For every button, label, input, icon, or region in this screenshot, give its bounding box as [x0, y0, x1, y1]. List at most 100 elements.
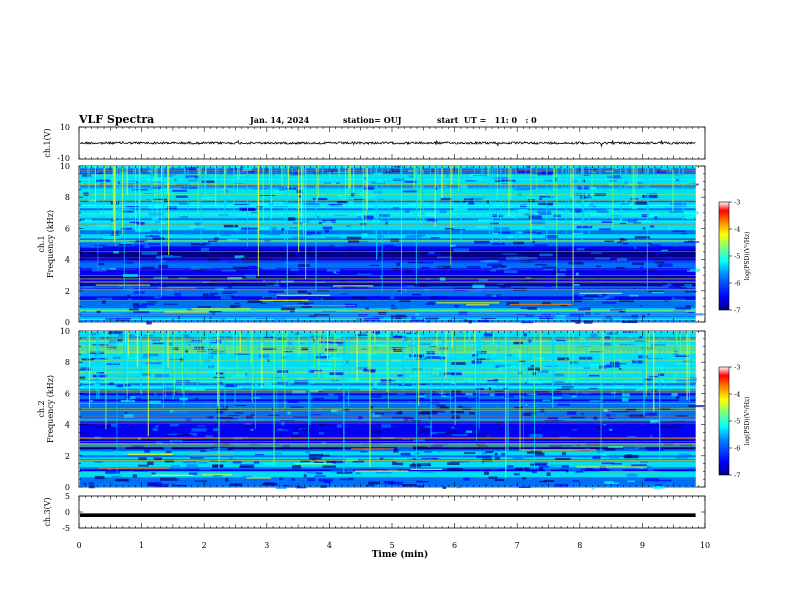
spectrogram-cell: [279, 477, 284, 481]
spectrogram-cell: [176, 295, 182, 298]
spectrogram-cell: [340, 293, 348, 295]
spectrogram-cell: [197, 425, 206, 427]
spectrogram-cell: [238, 466, 254, 468]
spectrogram-cell: [330, 452, 333, 455]
spectrogram-cell: [335, 363, 341, 366]
spectrogram-cell: [162, 285, 168, 289]
ch1-colorbar: [718, 201, 730, 311]
spectrogram-cell: [284, 391, 299, 393]
spectrogram-cell: [120, 227, 133, 230]
spectrogram-cell: [675, 178, 679, 181]
spectrogram-cell: [676, 287, 687, 289]
spectrogram-cell: [452, 397, 468, 400]
spectrogram-cell: [135, 206, 149, 208]
spectrogram-cell: [186, 308, 194, 312]
spectrogram-cell: [390, 238, 400, 242]
spectrogram-band: [80, 453, 696, 456]
spectrogram-cell: [281, 421, 285, 426]
spectrogram-cell: [333, 171, 348, 173]
spectrogram-cell: [301, 428, 312, 431]
spectrogram-streak: [315, 316, 368, 319]
spectrogram-cell: [656, 414, 665, 418]
spectrogram-cell: [353, 287, 369, 289]
station-label: station= OUJ: [343, 115, 402, 125]
spectrogram-cell: [347, 199, 361, 202]
spectrogram-cell: [416, 481, 429, 483]
spectrogram-cell: [262, 267, 277, 270]
spectrogram-band: [80, 439, 696, 442]
spectrogram-cell: [255, 288, 268, 291]
spectrogram-cell: [175, 183, 190, 186]
spectrogram-cell: [381, 424, 391, 428]
spectrogram-cell: [465, 392, 473, 396]
spectrogram-cell: [389, 412, 403, 415]
spectrogram-cell: [403, 419, 409, 422]
spectrogram-cell: [417, 283, 428, 287]
spectrogram-cell: [658, 313, 673, 316]
spectrogram-cell: [601, 462, 615, 465]
spectrogram-cell: [245, 423, 252, 425]
spectrogram-cell: [507, 235, 514, 239]
spectrogram-cell: [141, 373, 151, 377]
ch3-waveform-panel: 5 0 -5 ch.3(V): [43, 492, 706, 533]
spectrogram-cell: [318, 341, 331, 344]
spectrogram-cell: [144, 449, 151, 453]
spectrogram-cell: [317, 215, 320, 218]
spectrogram-cell: [129, 221, 138, 224]
spectrogram-cell: [659, 425, 671, 429]
spectrogram-cell: [192, 455, 205, 458]
spectrogram-cell: [148, 212, 165, 216]
spectrogram-cell: [241, 388, 251, 390]
spectrogram-cell: [244, 425, 261, 427]
spectrogram-cell: [191, 265, 205, 268]
spectrogram-streak: [410, 468, 443, 470]
spectrogram-cell: [392, 335, 406, 338]
spectrogram-cell: [522, 394, 529, 396]
spectrogram-cell: [234, 404, 247, 407]
spectrogram-cell: [314, 281, 326, 283]
spectrogram-cell: [94, 168, 98, 172]
spectrogram-cell: [375, 257, 387, 260]
spectrogram-cell: [230, 418, 239, 420]
spectrogram-cell: [308, 369, 314, 373]
spectrogram-cell: [374, 412, 391, 415]
spectrogram-cell: [407, 230, 413, 234]
spectrogram-cell: [548, 362, 562, 364]
spectrogram-cell: [398, 384, 413, 386]
spectrogram-cell: [212, 447, 228, 450]
spectrogram-cell: [410, 167, 413, 170]
spectrogram-cell: [290, 435, 304, 438]
spectrogram-cell: [215, 372, 224, 375]
spectrogram-cell: [147, 461, 154, 465]
spectrogram-cell: [686, 268, 700, 272]
spectrogram-cell: [549, 338, 555, 341]
spectrogram-cell: [488, 476, 498, 479]
spectrogram-streak: [573, 449, 591, 451]
spectrogram-cell: [530, 413, 545, 417]
spectrogram-band: [80, 405, 696, 408]
ch1-spectrogram-image: [80, 166, 703, 325]
spectrogram-cell: [453, 201, 467, 203]
spectrogram-cell: [287, 411, 291, 415]
spectrogram-band: [80, 469, 696, 472]
spectrogram-cell: [418, 430, 429, 433]
spectrogram-cell: [617, 241, 622, 244]
spectrogram-cell: [539, 196, 542, 201]
spectrogram-cell: [279, 454, 285, 457]
colorbar-tick-label: -4: [734, 226, 740, 234]
spectrogram-cell: [399, 307, 410, 309]
spectrogram-cell: [532, 357, 545, 360]
spectrogram-cell: [277, 338, 287, 340]
spectrogram-cell: [485, 294, 501, 296]
spectrogram-cell: [263, 462, 276, 466]
spectrogram-cell: [458, 311, 468, 316]
spectrogram-cell: [146, 321, 152, 325]
spectrogram-cell: [678, 394, 691, 397]
spectrogram-cell: [556, 171, 571, 175]
spectrogram-cell: [185, 209, 197, 211]
spectrogram-cell: [414, 313, 420, 316]
spectrogram-cell: [567, 271, 581, 275]
spectrogram-cell: [279, 232, 282, 234]
spectrogram-cell: [260, 421, 274, 424]
